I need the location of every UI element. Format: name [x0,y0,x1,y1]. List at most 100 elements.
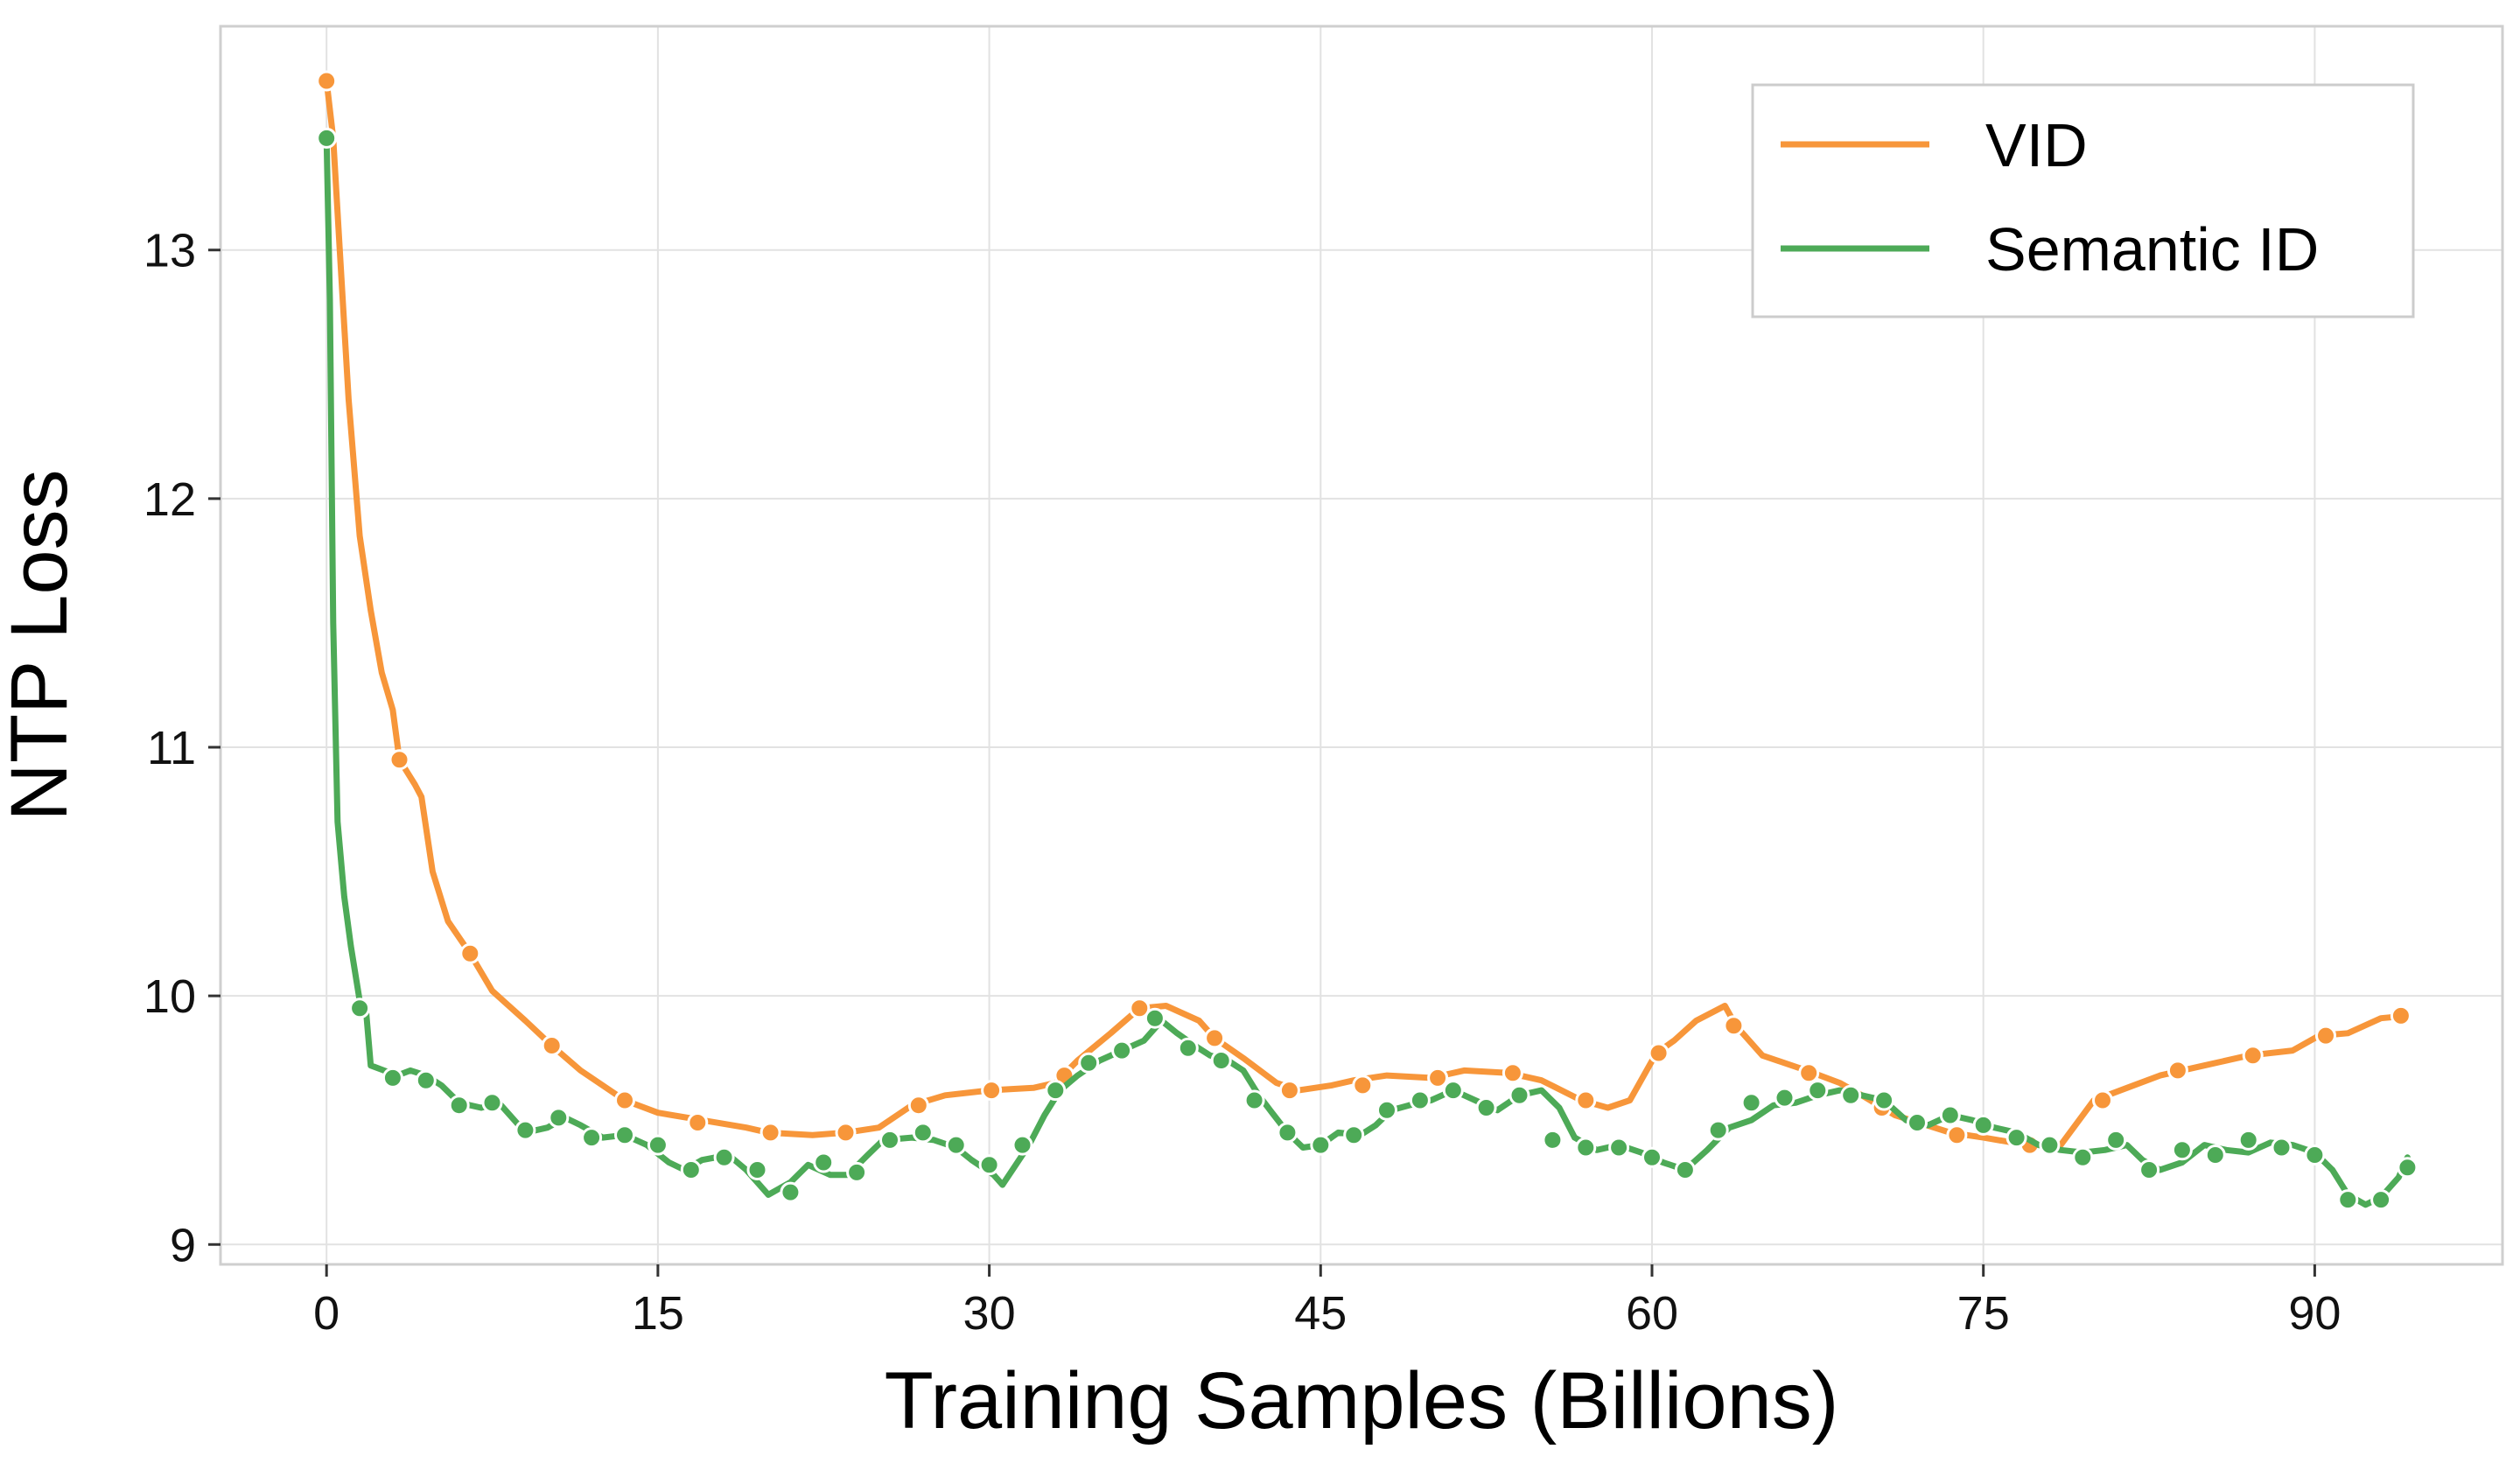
x-tick-label: 90 [2288,1287,2341,1340]
data-point-semantic-id [1078,1052,1100,1074]
data-point-semantic-id [1575,1137,1597,1158]
data-point-semantic-id [2072,1146,2094,1168]
data-point-semantic-id [2271,1137,2292,1158]
data-point-semantic-id [1442,1080,1464,1102]
y-tick-label: 10 [144,970,196,1023]
data-point-vid [2315,1025,2336,1046]
data-point-semantic-id [879,1129,900,1151]
data-point-semantic-id [912,1122,934,1144]
plot-frame [219,24,2504,1266]
data-point-semantic-id [2039,1134,2061,1156]
data-point-semantic-id [1873,1089,1895,1111]
data-point-semantic-id [2171,1139,2193,1161]
data-point-semantic-id [481,1092,503,1114]
data-point-vid [907,1095,929,1116]
data-point-semantic-id [2105,1129,2127,1151]
data-point-semantic-id [1508,1084,1530,1106]
data-point-semantic-id [316,127,338,149]
data-point-vid [316,70,338,92]
data-point-vid [1723,1015,1745,1037]
data-point-semantic-id [713,1146,735,1168]
data-point-semantic-id [1111,1040,1133,1061]
grid [220,26,2502,1264]
data-point-semantic-id [2397,1157,2418,1179]
data-point-semantic-id [2006,1127,2027,1149]
data-point-semantic-id [780,1181,802,1203]
data-point-semantic-id [1144,1007,1166,1029]
data-point-semantic-id [1972,1114,1994,1136]
data-point-semantic-id [1475,1097,1497,1118]
x-axis-title: Training Samples (Billions) [885,1356,1839,1446]
data-point-vid [1352,1074,1374,1096]
legend-label-semantic-id: Semantic ID [1985,215,2319,284]
data-point-vid [1946,1124,1968,1146]
data-point-vid [2166,1060,2188,1082]
y-tick-label: 13 [144,225,196,277]
data-point-semantic-id [1939,1104,1961,1126]
data-point-vid [541,1035,563,1056]
data-point-semantic-id [448,1095,470,1116]
data-point-semantic-id [1674,1159,1696,1180]
data-point-semantic-id [2304,1144,2326,1166]
data-point-vid [1204,1027,1226,1049]
data-point-vid [981,1080,1003,1102]
x-tick-label: 30 [963,1287,1016,1340]
y-axis-title: NTP Loss [0,469,84,821]
data-point-semantic-id [2237,1129,2259,1151]
data-point-semantic-id [1277,1122,1298,1144]
data-point-semantic-id [349,998,371,1019]
data-point-vid [1502,1062,1523,1084]
data-point-semantic-id [1740,1092,1762,1114]
data-point-semantic-id [978,1154,1000,1176]
data-point-semantic-id [382,1067,403,1088]
data-point-semantic-id [1343,1124,1365,1146]
data-point-semantic-id [2337,1189,2359,1211]
data-point-vid [459,942,481,964]
data-point-semantic-id [1210,1050,1232,1071]
data-point-semantic-id [1840,1084,1862,1106]
data-point-semantic-id [1376,1099,1397,1121]
data-point-vid [760,1122,781,1144]
data-point-vid [2242,1045,2264,1067]
data-point-semantic-id [2138,1159,2160,1180]
data-point-semantic-id [1012,1134,1033,1156]
data-point-semantic-id [614,1124,635,1146]
data-point-semantic-id [581,1127,603,1149]
data-point-semantic-id [813,1152,835,1173]
data-point-semantic-id [1807,1080,1829,1102]
data-point-vid [1129,998,1151,1019]
y-tick-label: 12 [144,473,196,526]
data-point-vid [1575,1089,1597,1111]
series-line-vid [323,78,2411,1149]
data-point-vid [2092,1089,2113,1111]
data-point-vid [687,1112,709,1133]
series-layer [316,70,2418,1211]
x-tick-label: 0 [313,1287,340,1340]
data-point-semantic-id [680,1159,702,1180]
data-point-semantic-id [1608,1137,1630,1158]
data-point-semantic-id [1542,1129,1564,1151]
data-point-semantic-id [514,1119,536,1141]
data-point-vid [1648,1042,1670,1064]
y-tick-label: 11 [147,722,196,774]
x-tick-label: 15 [632,1287,684,1340]
data-point-vid [388,749,410,771]
y-tick-label: 9 [170,1219,196,1271]
data-point-semantic-id [1707,1119,1729,1141]
data-point-semantic-id [1642,1146,1662,1168]
data-point-vid [1427,1067,1449,1088]
data-point-semantic-id [1409,1089,1431,1111]
data-point-vid [1278,1080,1300,1102]
legend-box [1751,83,2415,318]
data-point-vid [614,1089,635,1111]
x-tick-label: 45 [1294,1287,1347,1340]
data-point-semantic-id [1243,1089,1265,1111]
data-point-vid [2390,1004,2412,1026]
legend-label-vid: VID [1985,111,2088,179]
data-point-semantic-id [415,1069,437,1091]
data-point-semantic-id [1774,1087,1796,1109]
data-point-semantic-id [1177,1037,1199,1059]
data-point-semantic-id [1907,1112,1928,1133]
data-point-vid [1798,1062,1820,1084]
